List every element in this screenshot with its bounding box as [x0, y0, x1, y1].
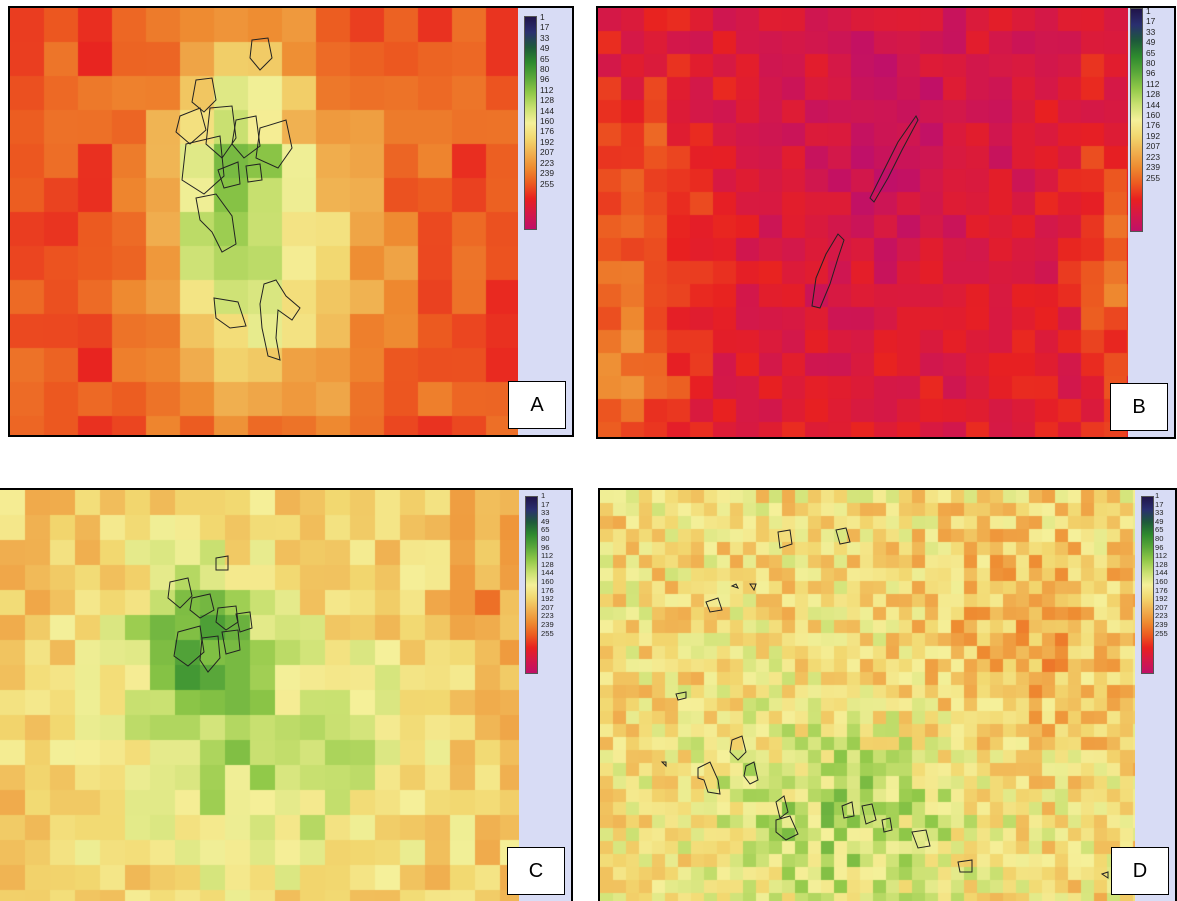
legend-tick-label: 17 [541, 499, 550, 509]
legend-tick-label: 96 [1146, 68, 1156, 79]
legend-tick-label: 255 [1155, 628, 1168, 638]
legend-tick-label: 128 [1155, 559, 1168, 569]
legend-tick-label: 96 [1155, 542, 1164, 552]
legend-tick-label: 49 [1146, 37, 1156, 48]
panel-label: D [1111, 847, 1169, 895]
panel-label: C [507, 847, 565, 895]
legend-tick-label: 223 [1146, 151, 1160, 162]
legend-tick-label: 112 [541, 551, 554, 561]
legend-colorbar [1141, 496, 1154, 674]
legend-tick-label: 192 [541, 594, 554, 604]
legend-tick-label: 96 [541, 542, 550, 552]
legend-tick-label: 80 [541, 533, 550, 543]
legend-tick-label: 223 [1155, 611, 1168, 621]
legend-tick-label: 112 [540, 84, 554, 95]
legend-tick-label: 160 [1146, 110, 1160, 121]
legend-tick-label: 128 [540, 95, 554, 106]
legend-tick-label: 33 [541, 508, 550, 518]
legend-tick-label: 176 [540, 126, 554, 137]
heatmap-d [600, 490, 1139, 901]
heatmap-b [598, 8, 1132, 437]
panel-label: B [1110, 383, 1168, 431]
legend-tick-label: 17 [1155, 499, 1164, 509]
legend-tick-label: 239 [1155, 619, 1168, 629]
legend-tick-label: 144 [540, 105, 554, 116]
legend-tick-label: 192 [1146, 130, 1160, 141]
legend-tick-label: 223 [541, 611, 554, 621]
legend-tick-label: 65 [1146, 47, 1156, 58]
heatmap-a [10, 8, 518, 435]
panel-b: 1 17 33 49 65 80 96 112 128 144 160 176 192 207 223 239… [596, 6, 1176, 439]
legend-tick-label: 192 [540, 136, 554, 147]
legend-tick-label: 255 [540, 178, 554, 189]
legend-tick-label: 65 [1155, 525, 1164, 535]
legend-tick-label: 144 [1155, 568, 1168, 578]
legend-tick-label: 17 [540, 22, 550, 33]
legend-tick-label: 80 [540, 64, 550, 75]
legend-tick-label: 144 [541, 568, 554, 578]
legend-tick-label: 239 [540, 168, 554, 179]
legend-tick-label: 144 [1146, 99, 1160, 110]
legend-tick-label: 160 [541, 576, 554, 586]
legend-tick-label: 128 [1146, 89, 1160, 100]
panel-label: A [508, 381, 566, 429]
legend-panel-a: 1 17 33 49 65 80 96 112 128 144 160 176 192 207 223 239… [518, 8, 572, 435]
legend-tick-label: 112 [1155, 551, 1168, 561]
legend-tick-label: 255 [541, 628, 554, 638]
legend-tick-label: 49 [541, 516, 550, 526]
legend-panel-d: 1 17 33 49 65 80 96 112 128 144 160 176 192 207 223 239… [1135, 490, 1175, 901]
legend-tick-label: 192 [1155, 594, 1168, 604]
heatmap-c [0, 490, 521, 901]
legend-tick-label: 33 [1155, 508, 1164, 518]
panel-d: 1 17 33 49 65 80 96 112 128 144 160 176 192 207 223 239… [598, 488, 1177, 901]
legend-tick-labels: 1 17 33 49 65 80 96 112 128 144 160 176 192 207 223 239… [540, 12, 554, 189]
legend-tick-labels: 1 17 33 49 65 80 96 112 128 144 160 176 192 207 223 239… [541, 491, 554, 638]
legend-tick-label: 49 [1155, 516, 1164, 526]
legend-tick-label: 17 [1146, 16, 1156, 27]
legend-tick-label: 176 [541, 585, 554, 595]
legend-tick-label: 239 [541, 619, 554, 629]
legend-tick-label: 176 [1146, 120, 1160, 131]
legend-tick-label: 160 [1155, 576, 1168, 586]
legend-tick-label: 207 [1155, 602, 1168, 612]
legend-tick-label: 128 [541, 559, 554, 569]
legend-tick-label: 1 [1155, 491, 1160, 500]
legend-tick-label: 207 [541, 602, 554, 612]
legend-tick-label: 80 [1146, 58, 1156, 69]
legend-tick-labels: 1 17 33 49 65 80 96 112 128 144 160 176 192 207 223 239… [1155, 491, 1168, 638]
legend-tick-labels: 1 17 33 49 65 80 96 112 128 144 160 176 192 207 223 239… [1146, 6, 1160, 183]
legend-tick-label: 80 [1155, 533, 1164, 543]
legend-tick-label: 65 [540, 53, 550, 64]
legend-panel-b: 1 17 33 49 65 80 96 112 128 144 160 176 192 207 223 239… [1128, 8, 1174, 437]
legend-colorbar [524, 16, 537, 230]
legend-tick-label: 1 [540, 12, 545, 22]
legend-tick-label: 33 [1146, 26, 1156, 37]
legend-tick-label: 176 [1155, 585, 1168, 595]
legend-tick-label: 160 [540, 116, 554, 127]
legend-tick-label: 255 [1146, 172, 1160, 183]
legend-tick-label: 96 [540, 74, 550, 85]
legend-colorbar [525, 496, 538, 674]
legend-tick-label: 49 [540, 43, 550, 54]
legend-tick-label: 223 [540, 157, 554, 168]
legend-tick-label: 207 [540, 147, 554, 158]
legend-tick-label: 1 [541, 491, 546, 500]
legend-tick-label: 33 [540, 32, 550, 43]
legend-tick-label: 207 [1146, 141, 1160, 152]
legend-tick-label: 65 [541, 525, 550, 535]
legend-tick-label: 239 [1146, 162, 1160, 173]
legend-tick-label: 1 [1146, 6, 1151, 16]
legend-colorbar [1130, 8, 1143, 232]
panel-a: 1 17 33 49 65 80 96 112 128 144 160 176 192 207 223 239… [8, 6, 574, 437]
legend-panel-c: 1 17 33 49 65 80 96 112 128 144 160 176 192 207 223 239… [519, 490, 571, 901]
panel-c: 1 17 33 49 65 80 96 112 128 144 160 176 192 207 223 239… [0, 488, 573, 901]
legend-tick-label: 112 [1146, 78, 1160, 89]
